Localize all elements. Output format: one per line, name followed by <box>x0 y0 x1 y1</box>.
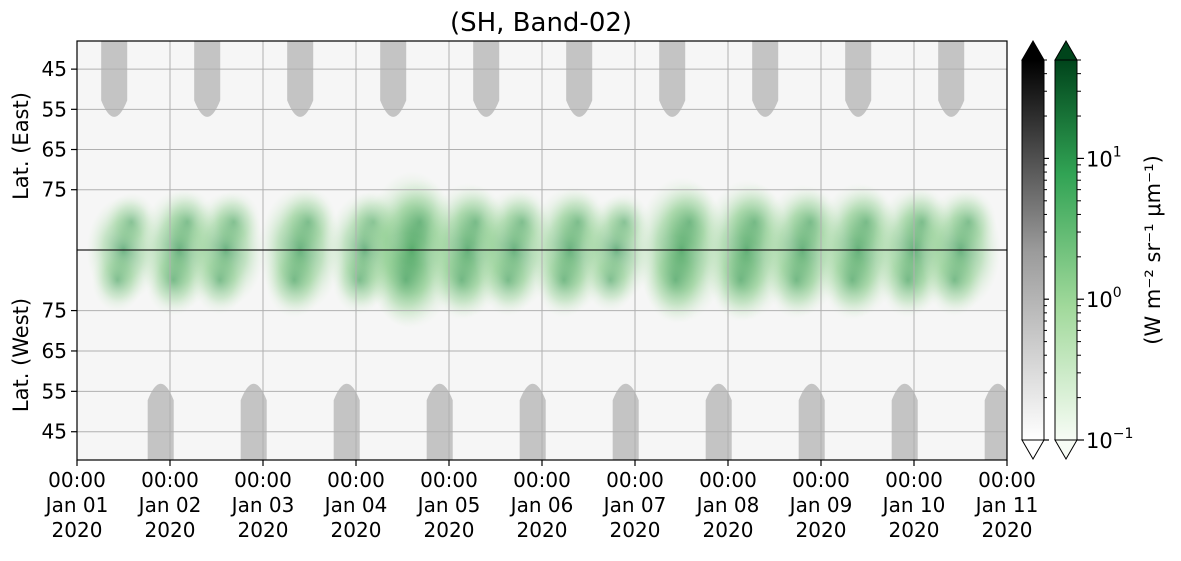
green-radiance-blob <box>265 242 324 318</box>
green-radiance-blob <box>279 187 338 257</box>
y-axis-label-west: Lat. (West) <box>9 298 33 412</box>
colorbar-tick-label: 101 <box>1086 144 1122 171</box>
daylight-mask-west <box>612 383 639 460</box>
daylight-mask-east <box>752 41 779 117</box>
y-tick-label: 75 <box>42 178 67 202</box>
green-radiance-blob <box>371 232 440 328</box>
x-tick-label: 00:00 Jan 08 2020 <box>695 468 760 542</box>
x-tick-label: 00:00 Jan 04 2020 <box>323 468 388 542</box>
chart-title: (SH, Band-02) <box>450 8 632 38</box>
x-tick-label: 00:00 Jan 01 2020 <box>44 468 109 542</box>
colorbar-tick-label: 100 <box>1086 285 1122 312</box>
green-radiance-blob <box>584 247 637 313</box>
colorbar-gray-extend-max <box>1021 40 1045 61</box>
daylight-mask-west <box>519 383 546 460</box>
green-radiance-blob <box>145 243 202 317</box>
y-tick-label: 55 <box>42 379 67 403</box>
colorbar-green <box>1054 40 1078 460</box>
green-radiance-blob <box>479 243 537 317</box>
green-radiance-blob <box>206 190 262 254</box>
green-radiance-blob <box>91 247 144 313</box>
colorbar-gray-extend-min <box>1021 439 1045 460</box>
y-tick-label: 45 <box>42 57 67 81</box>
x-tick-label: 00:00 Jan 09 2020 <box>788 468 853 542</box>
plot-area <box>76 40 1008 461</box>
y-tick-label: 65 <box>42 339 67 363</box>
daylight-mask-west <box>891 383 918 460</box>
daylight-mask-west <box>240 383 267 460</box>
daylight-mask-west <box>147 383 174 460</box>
daylight-mask-east <box>938 41 965 117</box>
daylight-mask-east <box>194 41 221 117</box>
x-tick-label: 00:00 Jan 05 2020 <box>416 468 481 542</box>
green-radiance-blob <box>926 243 983 317</box>
daylight-mask-west <box>333 383 360 460</box>
x-tick-label: 00:00 Jan 07 2020 <box>602 468 667 542</box>
daylight-mask-east <box>287 41 314 117</box>
x-tick-label: 00:00 Jan 02 2020 <box>137 468 202 542</box>
daylight-mask-west <box>426 383 453 460</box>
green-radiance-blob <box>940 188 997 256</box>
colorbar-gray <box>1021 40 1045 460</box>
x-tick-label: 00:00 Jan 03 2020 <box>230 468 295 542</box>
green-radiance-blob <box>643 236 708 324</box>
y-tick-label: 55 <box>42 97 67 121</box>
y-axis-label-east: Lat. (East) <box>9 92 33 200</box>
colorbars: 10−1 100 101 (W m⁻² sr⁻¹ μm⁻¹) <box>1021 40 1165 460</box>
green-radiance-blob <box>821 239 883 321</box>
x-tick-label: 00:00 Jan 06 2020 <box>509 468 574 542</box>
daylight-mask-east <box>473 41 500 117</box>
daylight-mask-west <box>984 383 1007 460</box>
y-tick-label: 65 <box>42 138 67 162</box>
daylight-mask-east <box>101 41 128 117</box>
colorbar-label: (W m⁻² sr⁻¹ μm⁻¹) <box>1141 155 1165 345</box>
green-radiance-blob <box>766 240 827 320</box>
y-tick-label: 75 <box>42 299 67 323</box>
colorbar-tick-label: 10−1 <box>1086 426 1133 453</box>
green-radiance-blob <box>534 242 593 318</box>
daylight-mask-east <box>380 41 407 117</box>
daylight-mask-east <box>566 41 593 117</box>
green-radiance-blob <box>709 237 772 323</box>
daylight-mask-east <box>659 41 686 117</box>
x-tick-label: 00:00 Jan 11 2020 <box>974 468 1039 542</box>
x-tick-label: 00:00 Jan 10 2020 <box>881 468 946 542</box>
daylight-mask-east <box>845 41 872 117</box>
y-tick-label: 45 <box>42 420 67 444</box>
green-radiance-blob <box>192 245 248 315</box>
colorbar-green-extend-min <box>1054 439 1078 460</box>
daylight-mask-west <box>705 383 732 460</box>
daylight-mask-west <box>798 383 825 460</box>
colorbar-green-extend-max <box>1054 40 1078 61</box>
